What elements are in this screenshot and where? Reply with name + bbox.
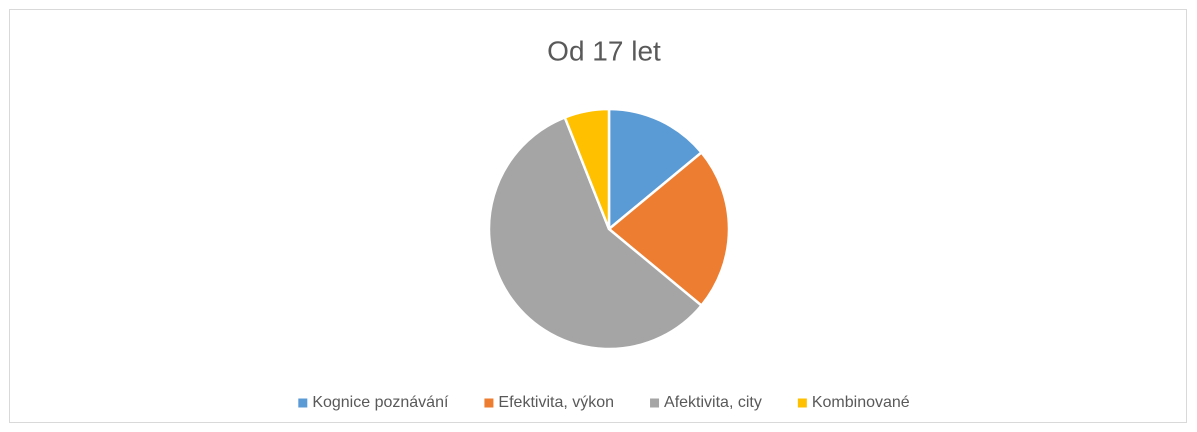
pie-slice <box>607 150 731 308</box>
legend-swatch <box>484 398 494 408</box>
legend-swatch <box>650 398 660 408</box>
legend-label: Afektivita, city <box>664 394 762 411</box>
pie-slice <box>607 107 704 232</box>
legend-swatch <box>298 398 308 408</box>
legend-label: Kombinované <box>812 394 910 411</box>
pie-slice <box>487 115 704 351</box>
legend-label: Kognice poznávání <box>312 394 449 411</box>
pie-slice <box>563 107 611 230</box>
chart-title: Od 17 let <box>547 35 661 66</box>
legend-swatch <box>797 398 807 408</box>
legend-label: Efektivita, výkon <box>498 394 614 411</box>
